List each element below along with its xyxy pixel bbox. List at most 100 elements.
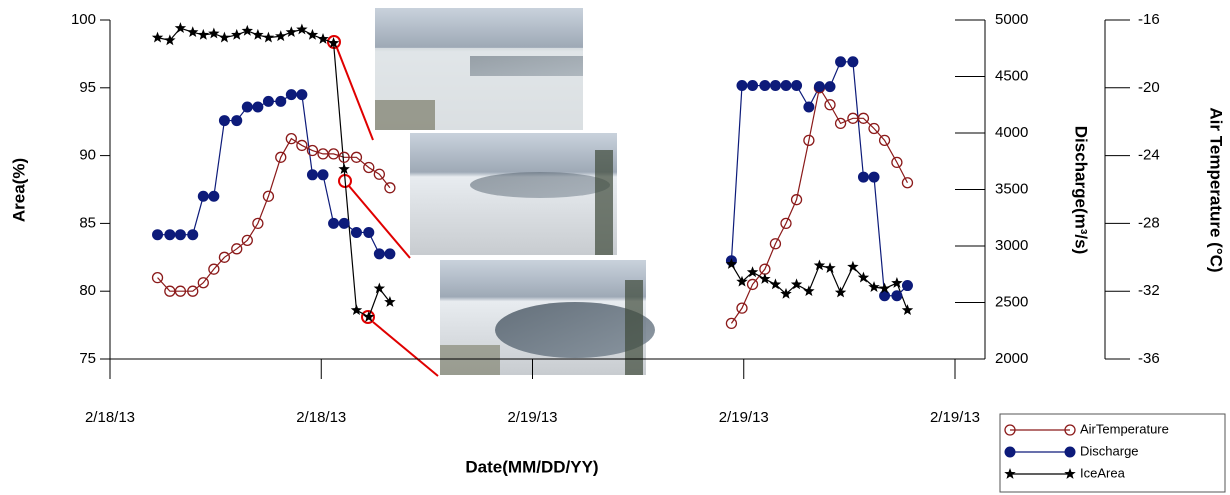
marker	[242, 25, 253, 36]
marker	[385, 183, 395, 193]
marker	[175, 230, 185, 240]
marker	[219, 32, 230, 43]
photo	[375, 8, 583, 130]
marker	[804, 102, 814, 112]
marker	[152, 32, 163, 43]
marker	[847, 261, 858, 272]
y3-tick-label: -24	[1138, 147, 1160, 164]
legend-marker	[1065, 447, 1075, 457]
x-tick-label: 2/19/13	[507, 409, 557, 426]
y-tick-label: 100	[71, 11, 96, 28]
marker	[208, 28, 219, 39]
marker	[198, 191, 208, 201]
marker	[165, 230, 175, 240]
marker	[836, 57, 846, 67]
marker	[276, 96, 286, 106]
marker	[307, 170, 317, 180]
y3-tick-label: -20	[1138, 79, 1160, 96]
marker	[869, 172, 879, 182]
marker	[253, 102, 263, 112]
marker	[902, 281, 912, 291]
marker	[760, 81, 770, 91]
y2-tick-label: 5000	[995, 11, 1028, 28]
marker	[286, 90, 296, 100]
marker	[880, 291, 890, 301]
marker	[891, 277, 902, 288]
marker	[748, 81, 758, 91]
marker	[848, 57, 858, 67]
marker	[374, 282, 385, 293]
marker	[825, 82, 835, 92]
marker	[297, 90, 307, 100]
marker	[198, 29, 209, 40]
marker	[275, 30, 286, 41]
legend-marker	[1005, 447, 1015, 457]
marker	[252, 29, 263, 40]
marker	[814, 259, 825, 270]
marker	[824, 262, 835, 273]
y3-tick-label: -16	[1138, 11, 1160, 28]
marker	[803, 285, 814, 296]
y3-tick-label: -32	[1138, 282, 1160, 299]
marker	[351, 304, 362, 315]
y3-tick-label: -36	[1138, 350, 1160, 367]
marker	[209, 191, 219, 201]
marker	[153, 230, 163, 240]
marker	[232, 116, 242, 126]
y2-tick-label: 3000	[995, 237, 1028, 254]
marker	[286, 26, 297, 37]
y2-axis-title: Discharge(m³/s)	[1072, 126, 1091, 254]
marker	[737, 81, 747, 91]
marker	[329, 218, 339, 228]
y-axis-title: Area(%)	[9, 158, 28, 222]
photo	[440, 260, 655, 375]
marker	[219, 116, 229, 126]
y2-tick-label: 2000	[995, 350, 1028, 367]
marker	[892, 291, 902, 301]
marker	[792, 81, 802, 91]
legend-label: Discharge	[1080, 443, 1139, 458]
marker	[364, 227, 374, 237]
y2-tick-label: 4000	[995, 124, 1028, 141]
chart: Date(MM/DD/YY) Area(%) Discharge(m³/s) A…	[0, 0, 1230, 495]
marker	[858, 172, 868, 182]
marker	[385, 249, 395, 259]
marker	[726, 318, 736, 328]
y-tick-label: 75	[79, 350, 96, 367]
marker	[242, 102, 252, 112]
y-tick-label: 95	[79, 79, 96, 96]
marker	[263, 32, 274, 43]
marker	[770, 81, 780, 91]
x-tick-label: 2/18/13	[85, 409, 135, 426]
photo	[410, 133, 617, 255]
marker	[374, 249, 384, 259]
marker	[339, 218, 349, 228]
y3-tick-label: -28	[1138, 214, 1160, 231]
marker	[263, 96, 273, 106]
y-tick-label: 80	[79, 282, 96, 299]
marker	[187, 26, 198, 37]
marker	[188, 230, 198, 240]
legend-label: AirTemperature	[1080, 421, 1169, 436]
y2-tick-label: 4500	[995, 67, 1028, 84]
y-tick-label: 90	[79, 147, 96, 164]
marker	[307, 29, 318, 40]
marker	[318, 170, 328, 180]
y-tick-label: 85	[79, 214, 96, 231]
marker	[231, 29, 242, 40]
marker	[835, 287, 846, 298]
x-axis-title: Date(MM/DD/YY)	[465, 457, 598, 476]
marker	[902, 304, 913, 315]
y2-tick-label: 3500	[995, 180, 1028, 197]
y3-axis-title: Air Temperature (°C)	[1207, 107, 1226, 272]
y2-tick-label: 2500	[995, 293, 1028, 310]
x-tick-label: 2/18/13	[296, 409, 346, 426]
marker	[781, 81, 791, 91]
legend-label: IceArea	[1080, 465, 1126, 480]
marker	[814, 82, 824, 92]
marker	[296, 23, 307, 34]
marker	[175, 22, 186, 33]
x-tick-label: 2/19/13	[930, 409, 980, 426]
x-tick-label: 2/19/13	[719, 409, 769, 426]
marker	[351, 227, 361, 237]
